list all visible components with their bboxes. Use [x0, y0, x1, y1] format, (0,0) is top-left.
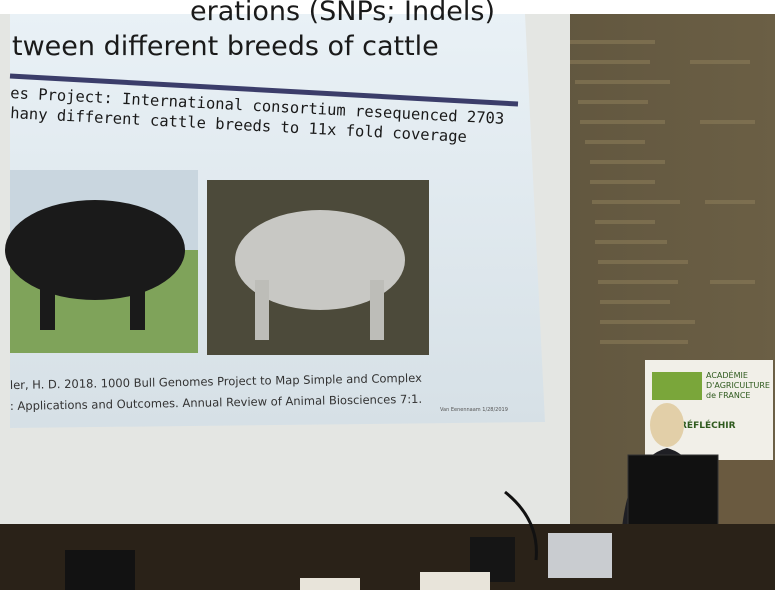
banner-name: D'AGRICULTURE	[706, 381, 770, 390]
speaker-head	[650, 403, 684, 447]
slide-title: tween different breeds of cattle	[12, 31, 439, 62]
page: erations (SNPs; Indels) tween different …	[0, 0, 775, 590]
slide-title: erations (SNPs; Indels)	[190, 0, 495, 27]
laptop	[548, 533, 612, 578]
banner-name: ACADÉMIE	[706, 369, 748, 380]
monitor	[628, 455, 718, 527]
name-card	[300, 578, 360, 590]
photo-scene: erations (SNPs; Indels) tween different …	[0, 0, 775, 590]
name-card	[420, 572, 490, 590]
monitor	[65, 550, 135, 590]
banner-name: de FRANCE	[706, 391, 750, 400]
slide-footer: Van Eenennaam 1/28/2019	[440, 407, 508, 413]
banner-tagline: RÉFLÉCHIR	[680, 419, 736, 431]
